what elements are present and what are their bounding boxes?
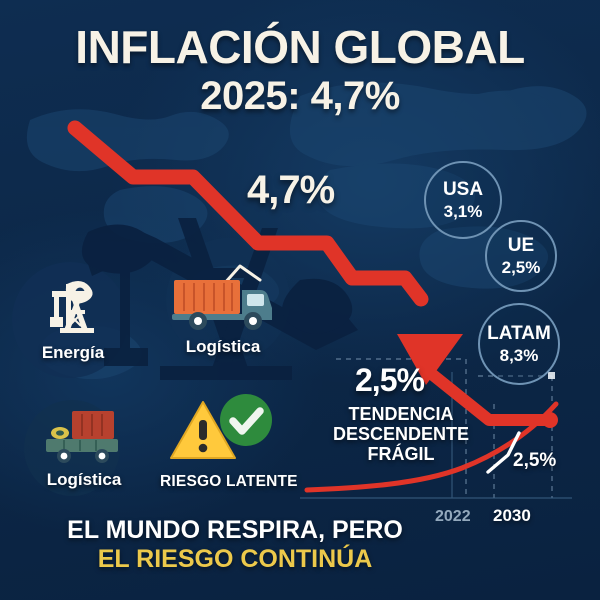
axis-label-end: 2030: [493, 506, 531, 525]
footer-line-2: EL RIESGO CONTINÚA: [97, 544, 373, 573]
title-line-2: 2025: 4,7%: [200, 73, 400, 118]
icon-tile-logistica-truck: Logística: [168, 258, 278, 357]
page-title: INFLACIÓN GLOBAL 2025: 4,7%: [0, 24, 600, 117]
dump-truck-icon: [172, 264, 272, 330]
region-badge-latam: LATAM 8,3%: [478, 303, 560, 385]
region-badge-ue: UE 2,5%: [485, 220, 557, 292]
main-rate-callout: 4,7%: [247, 168, 335, 212]
icon-label: Logística: [46, 470, 122, 489]
region-name: LATAM: [487, 323, 551, 344]
icon-label: RIESGO LATENTE: [160, 473, 298, 490]
trend-arrowhead: [397, 334, 463, 385]
footer-line-1: EL MUNDO RESPIRA, PERO: [67, 516, 403, 544]
trend-description: TENDENCIA DESCENDENTE FRÁGIL: [332, 404, 470, 465]
target-rate-callout: 2,5%: [355, 362, 425, 398]
region-badge-usa: USA 3,1%: [424, 161, 502, 239]
footer: EL MUNDO RESPIRA, PERO EL RIESGO CONTINÚ…: [0, 516, 470, 573]
flatbed-truck-icon: [46, 411, 118, 463]
region-name: UE: [507, 235, 535, 256]
icon-label: Energía: [41, 343, 105, 362]
warning-check-icon: [169, 394, 272, 459]
icon-label: Logística: [185, 337, 261, 356]
title-line-1: INFLACIÓN GLOBAL: [75, 21, 525, 73]
icon-tile-energia: Energía: [36, 272, 110, 363]
mini-rate-label: 2,5%: [513, 450, 557, 471]
region-name: USA: [442, 179, 484, 200]
oil-pump-icon: [50, 280, 94, 333]
icon-tile-logistica-flatbed: Logística: [38, 405, 130, 490]
region-value: 8,3%: [499, 346, 539, 365]
icon-tile-riesgo-latente: RIESGO LATENTE: [160, 392, 298, 491]
region-value: 2,5%: [501, 258, 541, 277]
region-value: 3,1%: [443, 202, 483, 221]
axis-label-start: 2022: [435, 508, 471, 525]
